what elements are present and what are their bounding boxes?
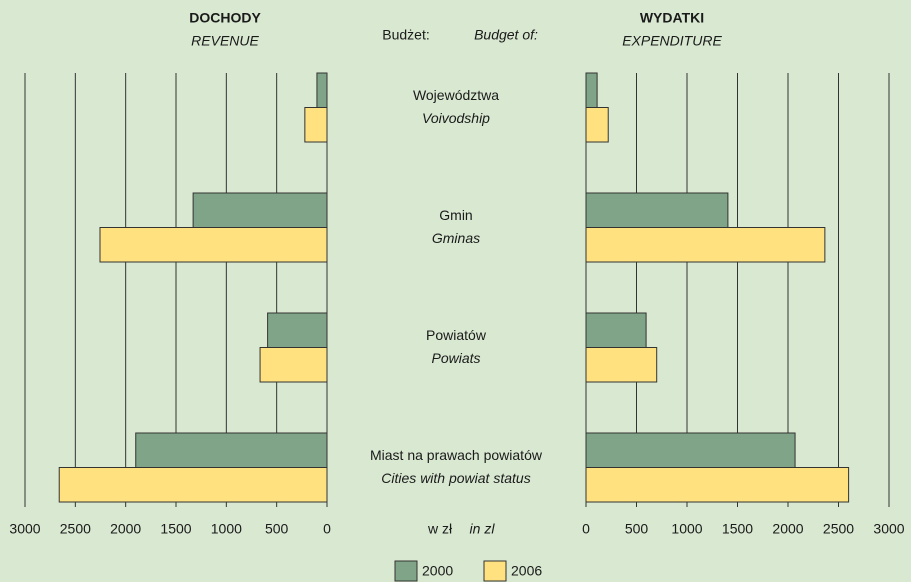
x-tick-label: 3000 <box>9 521 40 537</box>
bar <box>585 312 647 348</box>
bar <box>585 192 729 228</box>
bar <box>135 432 328 468</box>
category-label: Gmin <box>439 207 472 223</box>
x-tick-label: 1500 <box>722 521 753 537</box>
budget-label: Budżet: <box>382 27 429 43</box>
category-label-en: Gminas <box>432 230 480 246</box>
x-tick-label: 1000 <box>671 521 702 537</box>
legend-swatch <box>394 560 418 582</box>
bar <box>259 347 328 383</box>
left-title: DOCHODY <box>189 10 261 26</box>
x-tick-label: 3000 <box>873 521 904 537</box>
bar <box>585 467 850 503</box>
category-label: Miast na prawach powiatów <box>370 447 543 463</box>
legend-label: 2006 <box>511 563 542 579</box>
legend-swatch <box>483 560 507 582</box>
x-tick-label: 500 <box>265 521 289 537</box>
x-tick-label: 2000 <box>772 521 803 537</box>
bar <box>585 347 658 383</box>
x-tick-label: 0 <box>323 521 331 537</box>
right-subtitle: EXPENDITURE <box>622 33 722 49</box>
bar <box>585 227 826 263</box>
x-tick-label: 1000 <box>211 521 242 537</box>
bar <box>192 192 328 228</box>
left-subtitle: REVENUE <box>191 33 259 49</box>
bar <box>58 467 328 503</box>
category-label-en: Powiats <box>431 350 480 366</box>
category-label-en: Voivodship <box>422 110 490 126</box>
x-tick-label: 2000 <box>110 521 141 537</box>
category-label: Powiatów <box>426 327 487 343</box>
x-tick-label: 2500 <box>60 521 91 537</box>
bar <box>585 432 796 468</box>
x-tick-label: 0 <box>582 521 590 537</box>
x-tick-label: 2500 <box>823 521 854 537</box>
bar <box>99 227 328 263</box>
bar <box>316 72 328 108</box>
bar <box>267 312 328 348</box>
bar <box>585 72 598 108</box>
budget-label-en: Budget of: <box>474 27 538 43</box>
x-tick-label: 1500 <box>160 521 191 537</box>
bar <box>585 107 609 143</box>
unit-en: in zl <box>470 521 496 537</box>
legend-label: 2000 <box>422 563 453 579</box>
category-label-en: Cities with powiat status <box>381 470 530 486</box>
x-tick-label: 500 <box>625 521 649 537</box>
unit: w zł <box>427 521 453 537</box>
right-title: WYDATKI <box>640 10 704 26</box>
category-label: Województwa <box>413 87 499 103</box>
bar <box>304 107 328 143</box>
